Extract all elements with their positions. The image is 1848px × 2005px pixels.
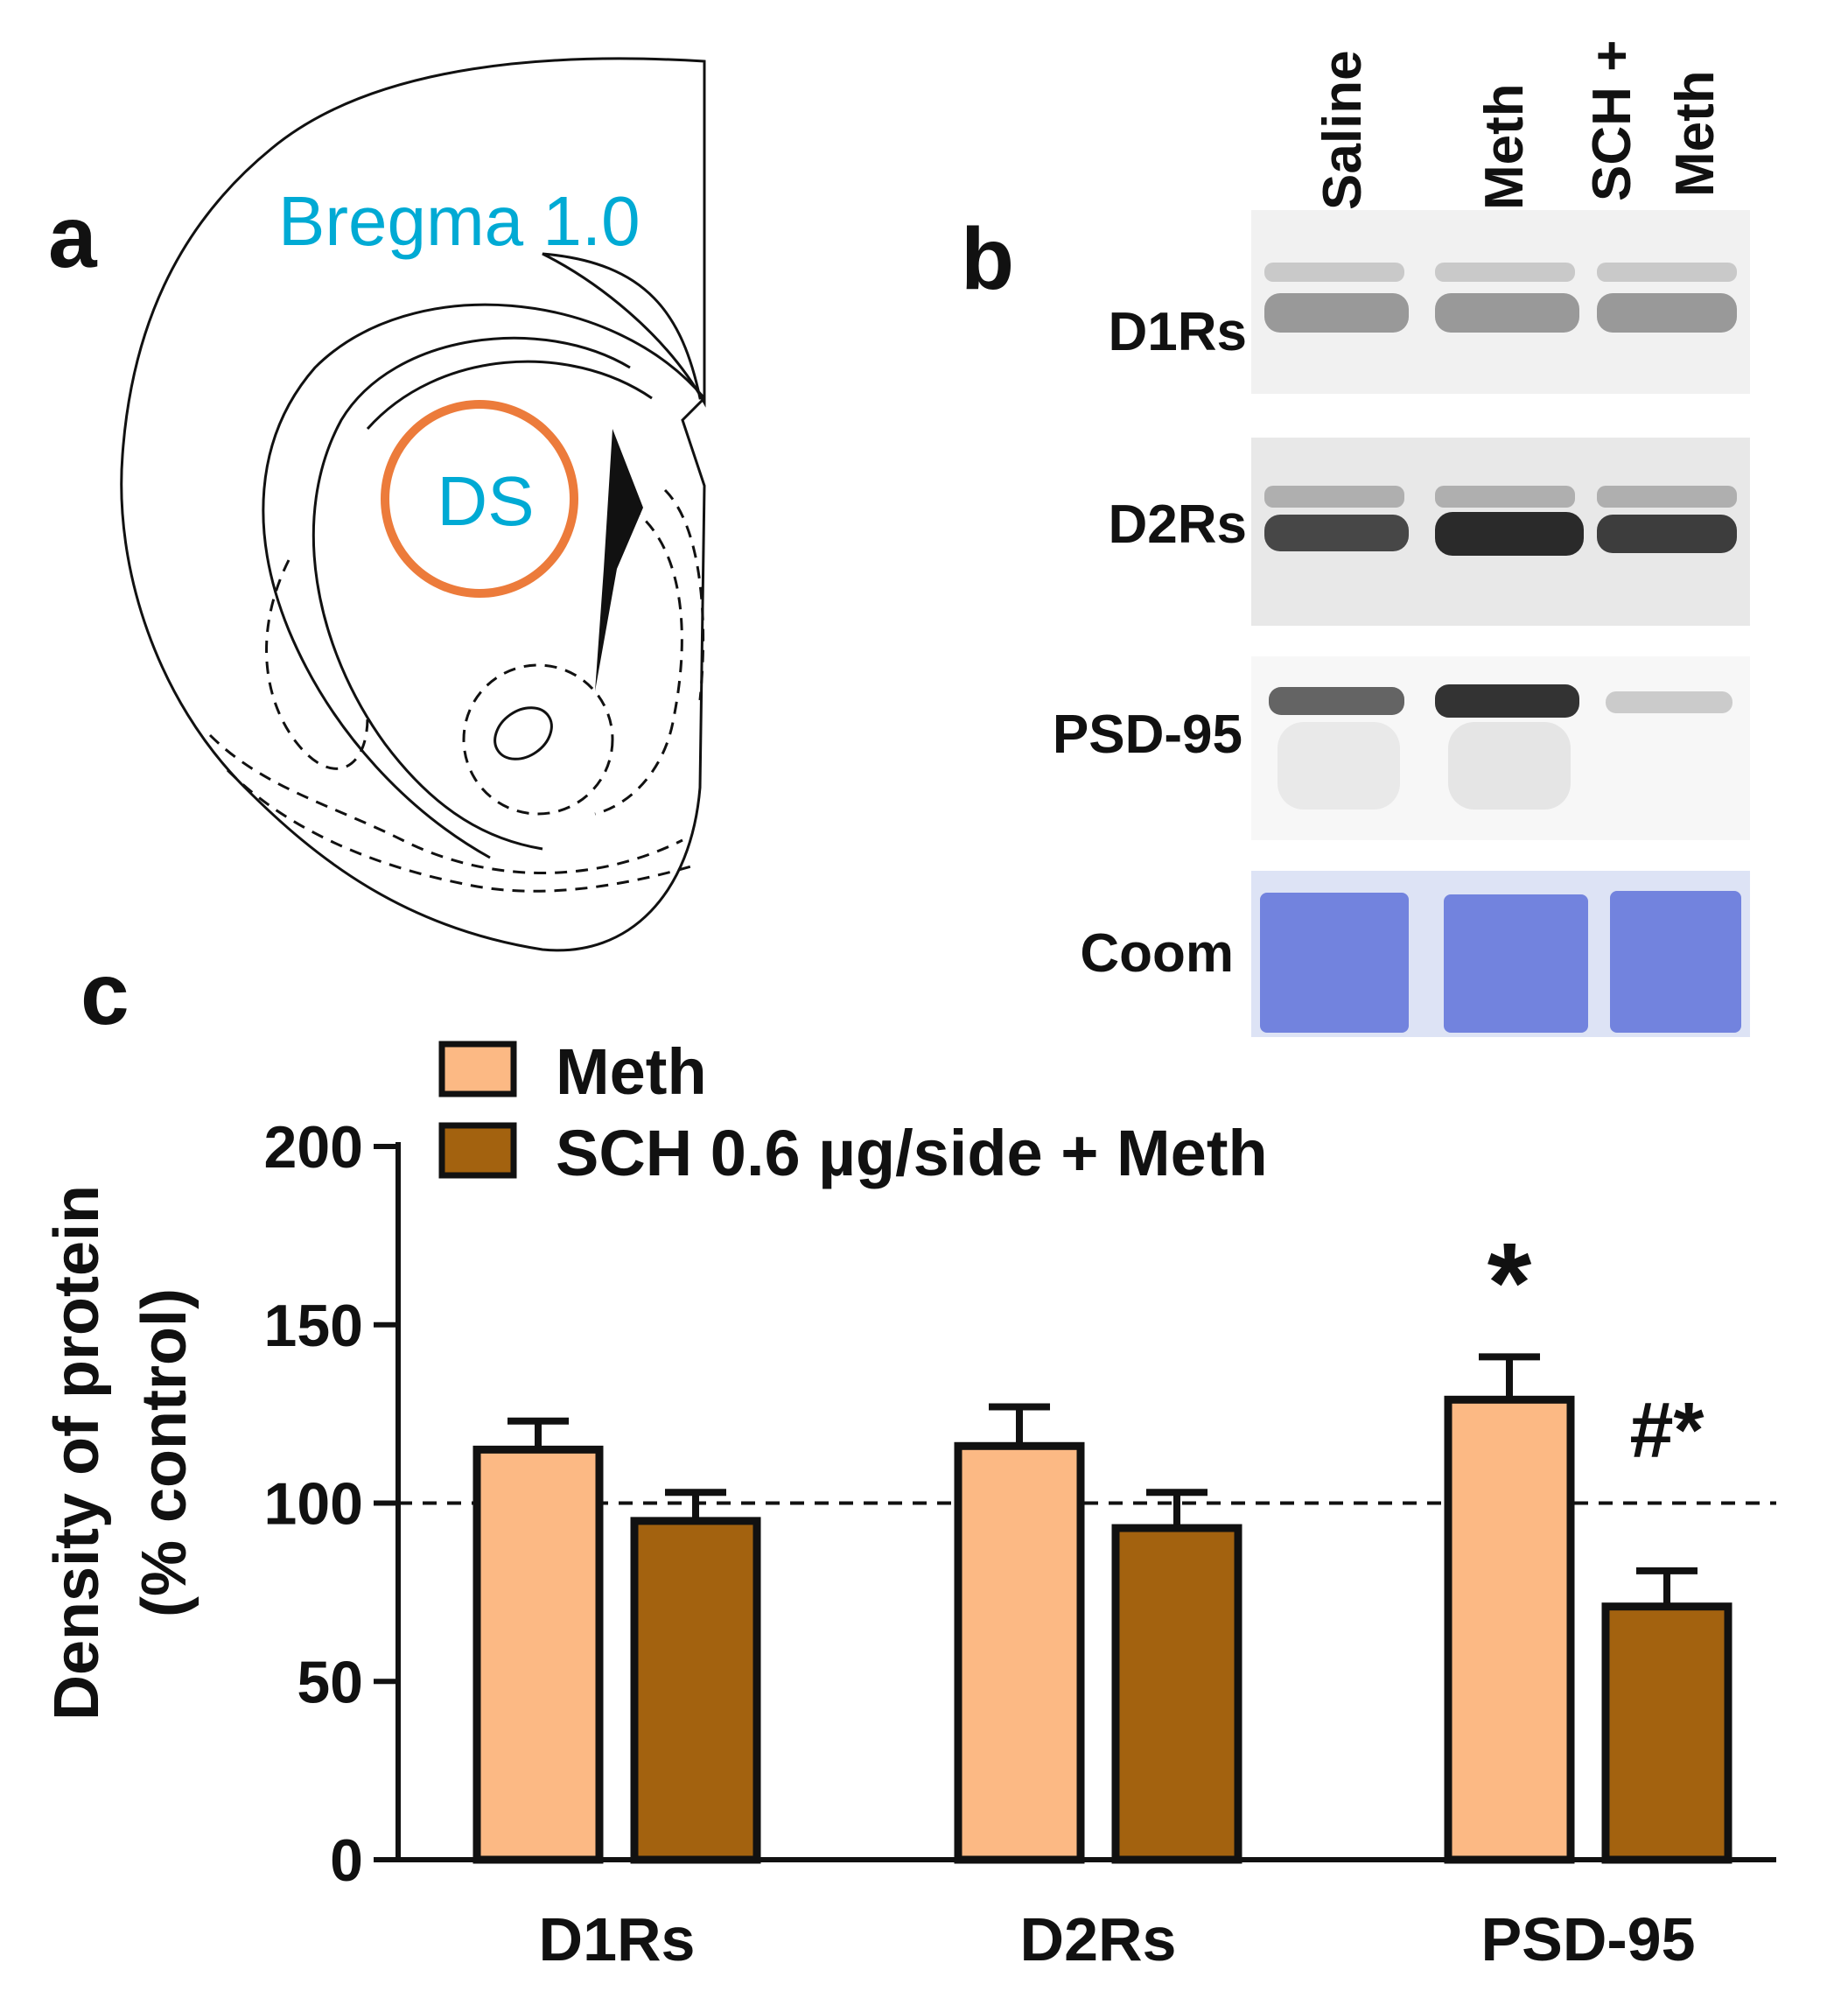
brain-atlas	[120, 57, 706, 952]
legend-label-sch: SCH 0.6 µg/side + Meth	[556, 1117, 1268, 1189]
y-tick-label: 100	[264, 1471, 363, 1538]
row-label-d1rs: D1Rs	[1108, 302, 1247, 362]
panel-letter-a: a	[48, 188, 98, 286]
blot-rows: D1Rs D2Rs PSD-95	[1053, 210, 1750, 1037]
blot-band	[1606, 691, 1732, 713]
x-category-label: D2Rs	[1020, 1905, 1177, 1973]
atlas-striatum-line	[312, 336, 631, 851]
lane-label-sch: SCH +	[1582, 40, 1642, 201]
atlas-ventricle	[595, 429, 643, 691]
bar-d2rs-meth	[954, 1441, 1085, 1864]
blot-band	[1597, 515, 1737, 553]
blot-band	[1278, 722, 1400, 810]
coom-lane	[1610, 891, 1741, 1033]
y-tick-label: 0	[330, 1827, 363, 1894]
bar-d2rs-sch	[1111, 1524, 1242, 1864]
significance-marker: *	[1488, 1218, 1532, 1346]
blot-band	[1597, 293, 1737, 333]
blot-band	[1448, 722, 1571, 810]
atlas-dashed-lower2	[226, 768, 692, 893]
blot-band	[1435, 263, 1575, 282]
lane-labels: Saline Meth SCH + Meth	[1312, 40, 1726, 210]
legend-label-meth: Meth	[556, 1035, 707, 1108]
ds-region-circle	[381, 400, 578, 598]
panel-letter-c: c	[80, 945, 130, 1043]
blot-band	[1435, 293, 1579, 333]
bar-d1rs-sch	[630, 1517, 761, 1864]
blot-band	[1269, 687, 1404, 715]
atlas-dashed-lower	[208, 733, 683, 874]
blot-band	[1264, 293, 1409, 333]
blot-d2rs-bands	[1264, 486, 1737, 556]
atlas-outer-outline	[120, 57, 706, 952]
bar-d1rs-meth	[472, 1445, 604, 1864]
bregma-label: Bregma 1.0	[278, 182, 640, 260]
blot-band	[1597, 486, 1737, 508]
blot-band	[1435, 486, 1575, 508]
blot-band	[1435, 512, 1584, 556]
lane-label-saline: Saline	[1312, 50, 1373, 210]
lane-label-sch-meth: Meth	[1665, 70, 1726, 197]
atlas-dashed-regions	[208, 488, 705, 893]
blot-band	[1264, 486, 1404, 508]
blot-psd95-bands	[1269, 684, 1732, 810]
row-label-psd95: PSD-95	[1053, 705, 1242, 765]
coom-lane	[1260, 893, 1409, 1033]
y-tick-label: 50	[297, 1649, 363, 1715]
atlas-dashed-oval	[462, 663, 614, 816]
atlas-dashed-right2	[663, 488, 705, 701]
atlas-dashed-right	[594, 506, 683, 816]
panel-letter-b: b	[961, 210, 1014, 308]
blot-band	[1264, 515, 1409, 551]
blot-band	[1597, 263, 1737, 282]
lane-label-meth: Meth	[1474, 83, 1535, 210]
blot-band	[1264, 263, 1404, 282]
blot-band	[1435, 684, 1579, 718]
row-label-coom: Coom	[1080, 923, 1234, 984]
atlas-inner-line	[366, 360, 653, 430]
atlas-cortex-line	[262, 303, 706, 859]
y-tick-label: 150	[264, 1293, 363, 1359]
x-category-label: D1Rs	[539, 1905, 696, 1973]
bar-psd-95-sch	[1601, 1602, 1732, 1864]
bar-psd-95-meth	[1444, 1395, 1575, 1864]
x-category-label: PSD-95	[1480, 1905, 1695, 1973]
y-axis-title-line1: Density of protein	[42, 1185, 112, 1721]
y-tick-label: 200	[264, 1114, 363, 1181]
y-axis-title-line2: (% control)	[130, 1288, 200, 1617]
bar-chart: 0 50 100 150 200 D1Rs D2Rs PSD-95 * #*	[264, 1114, 1776, 1973]
ds-region-label: DS	[437, 462, 534, 540]
blot-coom-lanes	[1260, 891, 1741, 1033]
row-label-d2rs: D2Rs	[1108, 494, 1247, 555]
legend-swatch-sch	[438, 1122, 517, 1179]
chart-legend: Meth SCH 0.6 µg/side + Meth	[438, 1035, 1268, 1189]
significance-marker: #*	[1629, 1387, 1704, 1475]
legend-swatch-meth	[438, 1041, 517, 1097]
blot-d1rs-bands	[1264, 263, 1737, 333]
atlas-small-oval	[494, 706, 553, 761]
coom-lane	[1444, 894, 1588, 1033]
